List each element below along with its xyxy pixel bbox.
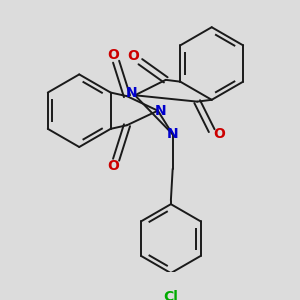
Text: Cl: Cl	[164, 290, 178, 300]
Text: O: O	[107, 159, 119, 173]
Text: N: N	[167, 127, 178, 141]
Text: O: O	[213, 127, 225, 141]
Text: N: N	[125, 85, 137, 100]
Text: O: O	[127, 49, 139, 63]
Text: O: O	[107, 48, 119, 62]
Text: N: N	[155, 104, 167, 118]
